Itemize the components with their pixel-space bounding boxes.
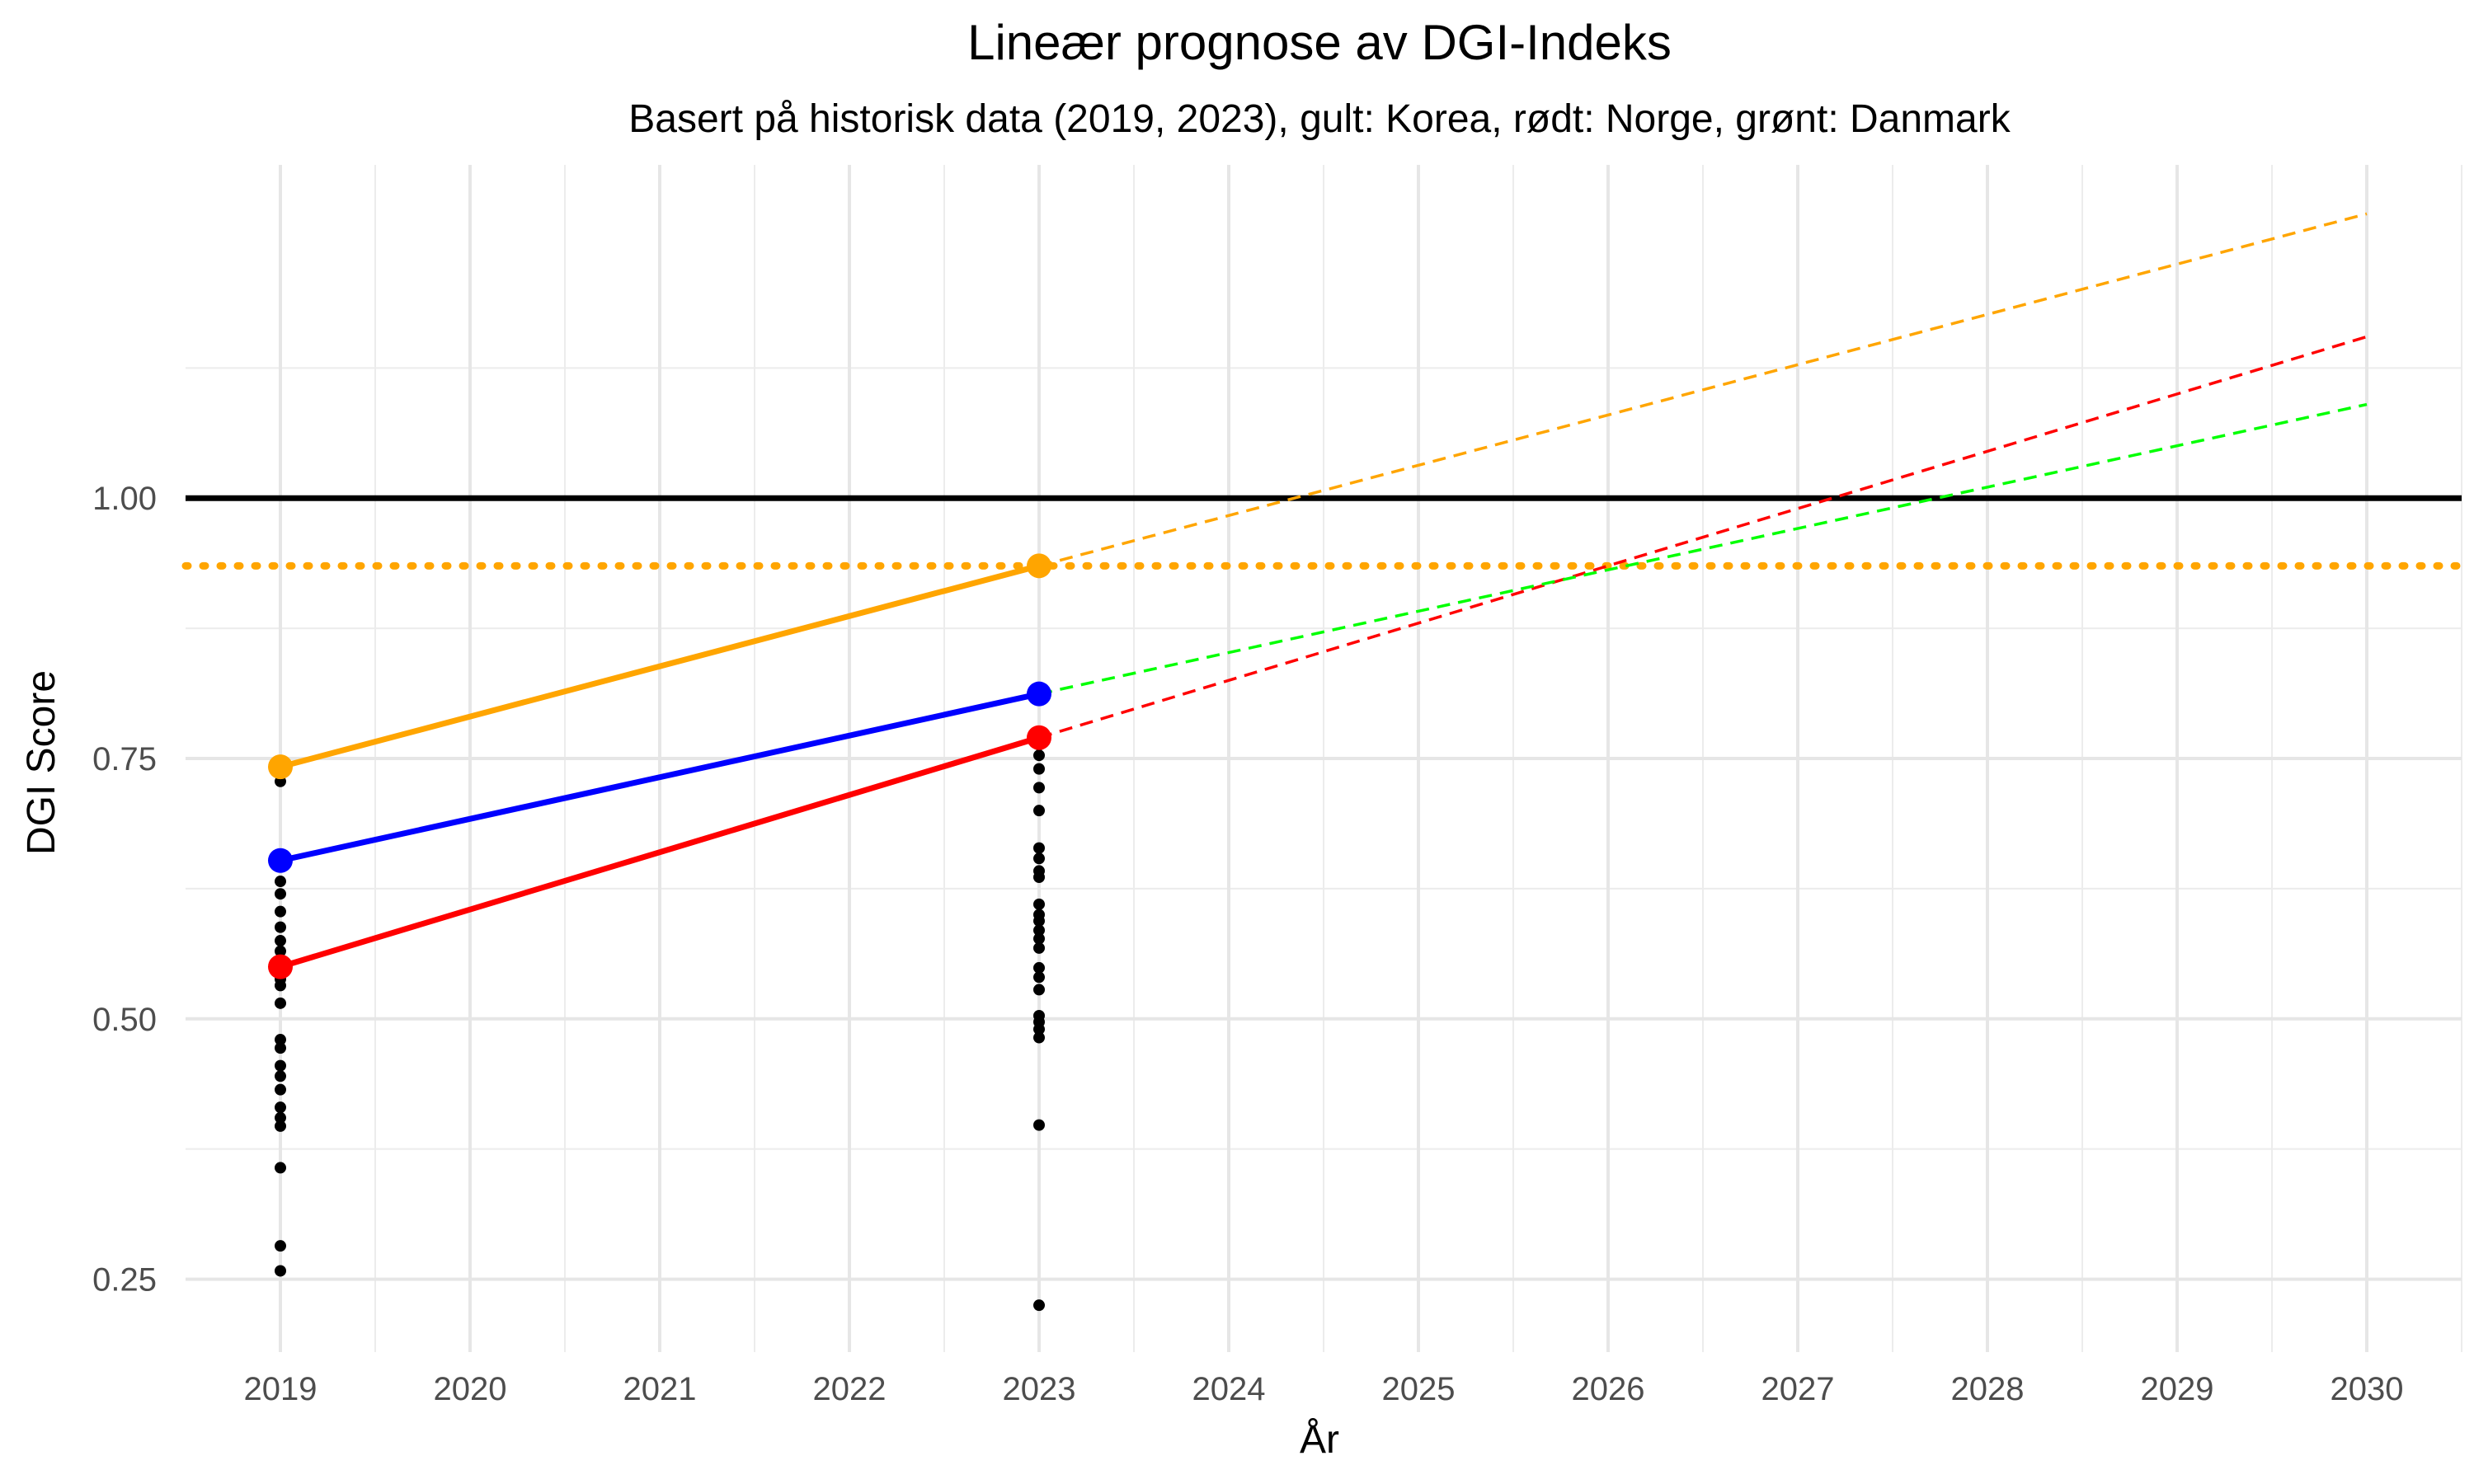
scatter-point (1033, 971, 1045, 984)
x-tick-label: 2023 (1003, 1371, 1076, 1407)
scatter-point (275, 921, 286, 933)
y-axis-title: DGI Score (20, 670, 63, 855)
series-line (277, 735, 1042, 970)
x-tick-label: 2026 (1572, 1371, 1645, 1407)
scatter-point (1033, 1119, 1045, 1131)
scatter-point (1033, 984, 1045, 996)
series-line (277, 691, 1042, 864)
scatter-point (275, 888, 286, 900)
scatter-point (1033, 915, 1045, 928)
series-marker (1027, 681, 1051, 707)
scatter-point (1033, 942, 1045, 954)
projection-line (1038, 402, 2368, 696)
x-tick-label: 2020 (434, 1371, 507, 1407)
scatter-point (1033, 852, 1045, 865)
scatter-point (1033, 1023, 1045, 1036)
scatter-point (275, 1059, 286, 1072)
x-axis-ticks: 2019 2020 2021 2022 2023 2024 2025 2026 2027 2028… (244, 1371, 2404, 1407)
projection-lines (1038, 212, 2368, 740)
x-tick-label: 2029 (2141, 1371, 2214, 1407)
scatter-point (275, 935, 286, 947)
scatter-point (1033, 782, 1045, 794)
scatter-point (275, 945, 286, 957)
scatter-point (1033, 842, 1045, 854)
scatter-point (275, 1034, 286, 1046)
scatter-point (1033, 961, 1045, 974)
scatter-point (275, 979, 286, 992)
series-marker (268, 754, 293, 780)
x-tick-label: 2024 (1192, 1371, 1266, 1407)
x-tick-label: 2025 (1382, 1371, 1456, 1407)
scatter-point (1033, 1031, 1045, 1044)
scatter-point (1033, 805, 1045, 817)
projection-line (1038, 212, 2368, 568)
series-marker (1027, 725, 1051, 750)
y-tick-label: 0.50 (92, 1002, 157, 1038)
scatter-point (275, 1265, 286, 1277)
y-tick-label: 1.00 (92, 481, 157, 517)
scatter-point (275, 1042, 286, 1054)
scatter-point (275, 876, 286, 888)
scatter-point (1033, 1299, 1045, 1312)
reference-lines (181, 495, 2466, 570)
chart-subtitle: Basert på historisk data (2019, 2023), g… (628, 97, 2011, 141)
scatter-point (275, 997, 286, 1009)
scatter-point (275, 1120, 286, 1132)
x-tick-label: 2019 (244, 1371, 317, 1407)
scatter-point (275, 1083, 286, 1096)
scatter-point (275, 905, 286, 918)
x-tick-label: 2028 (1951, 1371, 2025, 1407)
chart-title: Lineær prognose av DGI-Indeks (967, 15, 1672, 70)
scatter-point (1033, 898, 1045, 910)
scatter-point (275, 1162, 286, 1174)
scatter-point (1033, 763, 1045, 775)
scatter-point (1033, 924, 1045, 937)
scatter-point (1033, 932, 1045, 945)
x-tick-label: 2027 (1761, 1371, 1835, 1407)
scatter-point (275, 1101, 286, 1114)
series-marker (268, 954, 293, 979)
x-tick-label: 2030 (2331, 1371, 2404, 1407)
series-markers (268, 553, 1051, 979)
x-axis-title: År (1300, 1418, 1339, 1462)
y-tick-label: 0.75 (92, 741, 157, 777)
x-tick-label: 2021 (623, 1371, 697, 1407)
scatter-point (1033, 871, 1045, 883)
scatter-point (1033, 749, 1045, 762)
scatter-point (275, 1240, 286, 1252)
series-marker (1027, 553, 1051, 579)
series-line (277, 562, 1042, 770)
x-tick-label: 2022 (813, 1371, 887, 1407)
series-marker (268, 848, 293, 873)
series-lines (277, 562, 1042, 970)
scatter-point (275, 1070, 286, 1082)
projection-line (1038, 335, 2368, 740)
scatter-point (275, 1111, 286, 1124)
y-tick-label: 0.25 (92, 1262, 157, 1298)
y-axis-ticks: 0.25 0.50 0.75 1.00 (92, 481, 157, 1298)
